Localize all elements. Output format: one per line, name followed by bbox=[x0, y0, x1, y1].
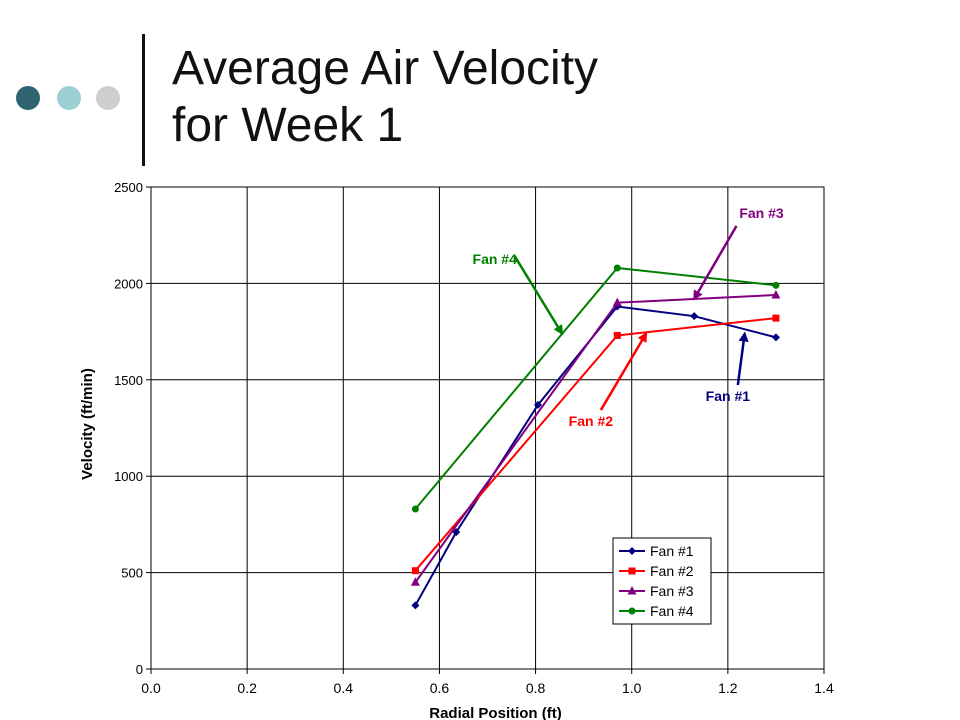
x-tick-label: 0.8 bbox=[526, 680, 546, 696]
annotation-arrow-fan-2 bbox=[599, 331, 648, 411]
legend-swatch-marker bbox=[627, 586, 637, 595]
x-tick-label: 0.2 bbox=[237, 680, 257, 696]
series-fan-3 bbox=[410, 289, 781, 586]
legend-item-fan-4: Fan #4 bbox=[619, 603, 694, 619]
data-point-fan-3 bbox=[612, 297, 622, 307]
title-line-1: Average Air Velocity bbox=[172, 42, 599, 95]
annotation-arrow-fan-3 bbox=[693, 225, 738, 301]
data-point-fan-4 bbox=[411, 505, 419, 513]
data-point-fan-3 bbox=[410, 577, 420, 586]
y-tick-label: 0 bbox=[136, 662, 143, 677]
bullet-dot-gray bbox=[96, 86, 120, 110]
bullet-dot-light-teal bbox=[57, 86, 81, 110]
series-fan-4 bbox=[411, 264, 780, 513]
annotation-arrow-fan-1 bbox=[736, 331, 749, 386]
annotation-label-fan-2: Fan #2 bbox=[569, 413, 614, 429]
legend-swatch-marker bbox=[628, 607, 636, 615]
data-point-fan-1 bbox=[533, 400, 542, 409]
annotation-label-fan-4: Fan #4 bbox=[473, 251, 518, 267]
series-line-fan-1 bbox=[414, 305, 777, 606]
data-point-fan-1 bbox=[690, 312, 699, 321]
y-tick-label: 2000 bbox=[114, 276, 143, 291]
data-point-fan-1 bbox=[411, 601, 420, 610]
data-point-fan-2 bbox=[772, 314, 780, 322]
page-title: Average Air Velocity for Week 1 bbox=[172, 40, 598, 154]
data-point-fan-2 bbox=[411, 567, 419, 575]
data-point-fan-4 bbox=[772, 281, 780, 289]
annotation-arrow-fan-4 bbox=[513, 255, 564, 336]
y-axis-label: Velocity (ft/min) bbox=[79, 368, 96, 480]
x-tick-label: 1.0 bbox=[622, 680, 642, 696]
legend-label: Fan #2 bbox=[650, 563, 694, 579]
legend-label: Fan #3 bbox=[650, 583, 694, 599]
legend-swatch-marker bbox=[628, 567, 636, 575]
legend-swatch-marker bbox=[628, 547, 636, 555]
data-point-fan-1 bbox=[771, 333, 780, 342]
annotation-label-fan-3: Fan #3 bbox=[739, 205, 784, 221]
y-tick-label: 500 bbox=[121, 566, 143, 581]
annotation-label-fan-1: Fan #1 bbox=[706, 388, 751, 404]
legend-item-fan-3: Fan #3 bbox=[619, 583, 694, 599]
legend: Fan #1 Fan #2 Fan #3 Fan #4 bbox=[612, 537, 712, 625]
y-tick-label: 2500 bbox=[114, 180, 143, 195]
data-point-fan-4 bbox=[613, 264, 621, 272]
series-fan-2 bbox=[411, 314, 780, 575]
x-tick-label: 1.2 bbox=[718, 680, 738, 696]
plot-border bbox=[150, 186, 825, 670]
x-tick-label: 1.4 bbox=[814, 680, 834, 696]
x-axis-label: Radial Position (ft) bbox=[429, 705, 562, 720]
bullet-dot-dark-teal bbox=[16, 86, 40, 110]
legend-label: Fan #4 bbox=[650, 603, 694, 619]
data-point-fan-2 bbox=[613, 331, 621, 339]
x-tick-label: 0.6 bbox=[430, 680, 450, 696]
x-tick-label: 0.0 bbox=[141, 680, 161, 696]
legend-label: Fan #1 bbox=[650, 543, 694, 559]
data-point-fan-3 bbox=[771, 289, 781, 299]
legend-item-fan-1: Fan #1 bbox=[619, 543, 694, 559]
x-tick-label: 0.4 bbox=[334, 680, 354, 696]
y-tick-label: 1500 bbox=[114, 373, 143, 388]
legend-item-fan-2: Fan #2 bbox=[619, 563, 694, 579]
title-line-2: for Week 1 bbox=[172, 99, 404, 152]
title-divider bbox=[142, 34, 145, 166]
y-tick-label: 1000 bbox=[114, 469, 143, 484]
